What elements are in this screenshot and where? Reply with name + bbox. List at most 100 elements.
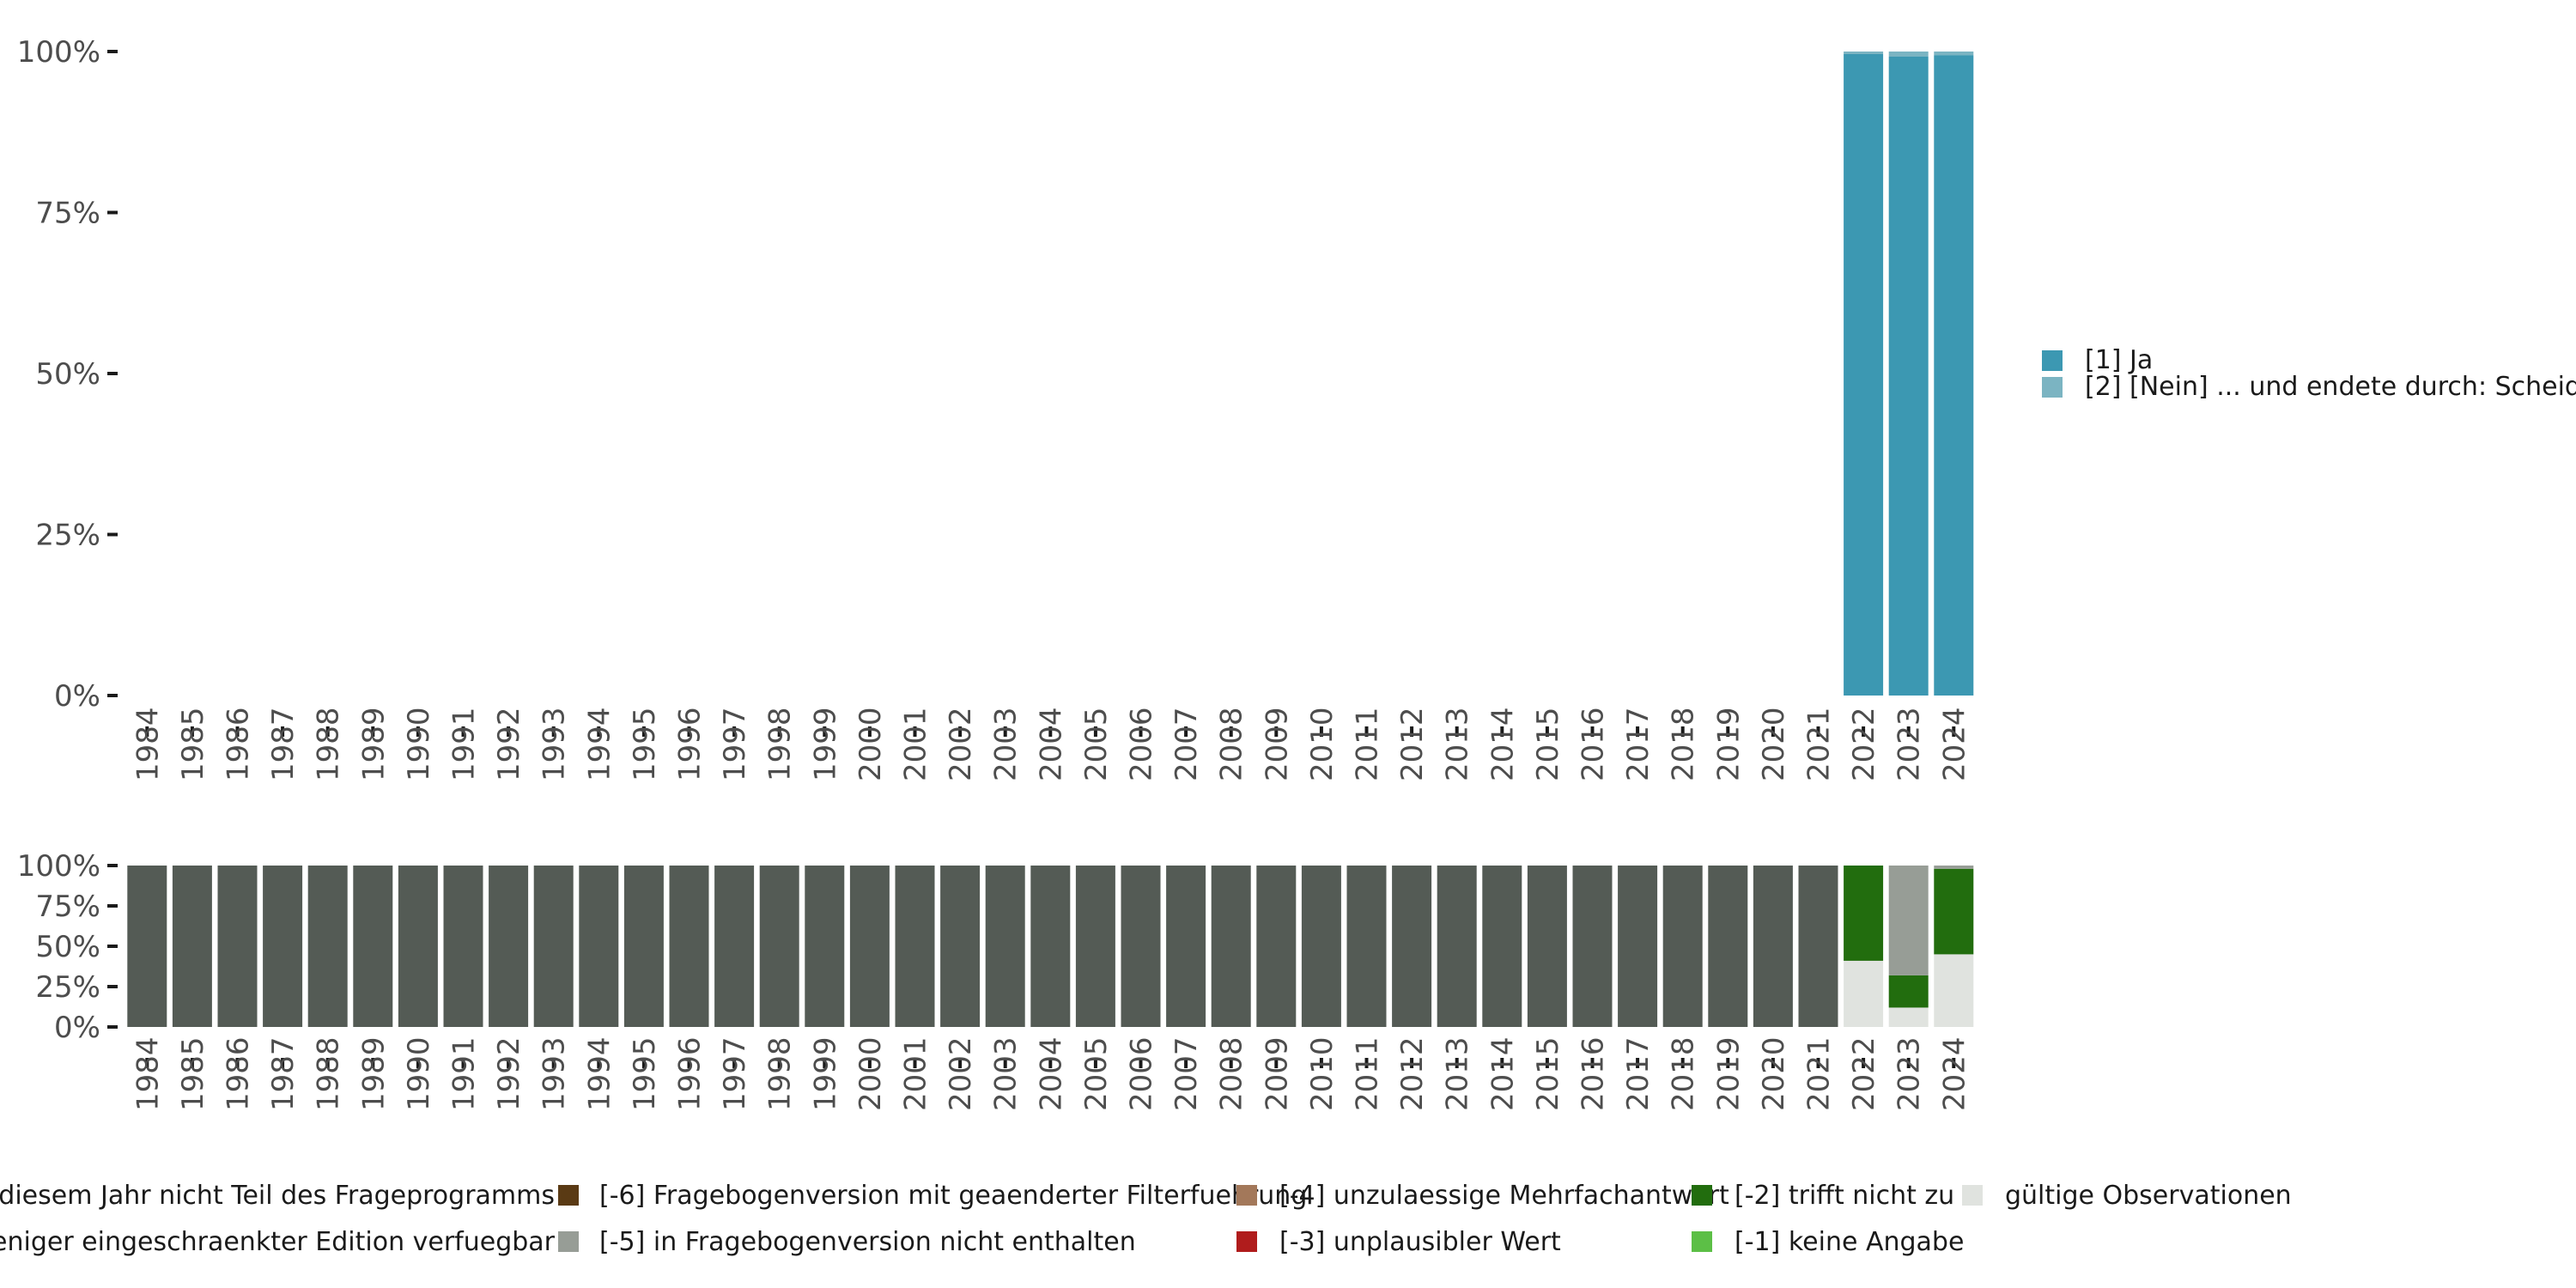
x-tick-label: 1986	[222, 1036, 256, 1111]
x-tick-label: 1994	[582, 707, 617, 781]
legend-label: gültige Observationen	[2005, 1181, 2292, 1211]
top-legend: [1] Ja[2] [Nein] ... und endete durch: S…	[2042, 345, 2576, 402]
legend-swatch	[1692, 1231, 1712, 1252]
x-tick-label: 2018	[1667, 707, 1701, 781]
x-tick-label: 1996	[673, 707, 708, 781]
x-tick-label: 2012	[1395, 707, 1430, 781]
bar-segment	[398, 866, 438, 1027]
bar-segment	[1618, 866, 1658, 1027]
bar-segment	[353, 866, 393, 1027]
x-tick-label: 2001	[899, 707, 933, 781]
x-tick-label: 2009	[1260, 1036, 1294, 1111]
x-tick-label: 2003	[989, 707, 1024, 781]
legend-label: [-2] trifft nicht zu	[1735, 1181, 1954, 1211]
legend-swatch	[2042, 350, 2063, 371]
x-tick-label: 1995	[628, 707, 662, 781]
bar-segment	[714, 866, 755, 1027]
bar-segment	[1662, 866, 1703, 1027]
x-tick-label: 1987	[266, 707, 301, 781]
x-tick-label: 1992	[492, 1036, 526, 1111]
x-tick-label: 2015	[1531, 1036, 1565, 1111]
legend-swatch	[1236, 1231, 1257, 1252]
x-tick-label: 2011	[1351, 707, 1385, 781]
x-tick-label: 2014	[1485, 1036, 1520, 1111]
bar-segment	[172, 866, 212, 1027]
x-tick-label: 2016	[1577, 707, 1611, 781]
x-tick-label: 2006	[1125, 1036, 1159, 1111]
x-tick-label: 2000	[854, 707, 888, 781]
x-tick-label: 2013	[1441, 707, 1475, 781]
x-tick-label: 2017	[1621, 1036, 1656, 1111]
x-tick-label: 2020	[1757, 707, 1791, 781]
y-tick-label: 25%	[35, 970, 100, 1005]
bar-segment	[579, 866, 619, 1027]
x-tick-label: 2008	[1215, 1036, 1249, 1111]
bar-segment	[1392, 866, 1432, 1027]
x-tick-label: 2017	[1621, 707, 1656, 781]
bar-segment	[849, 866, 890, 1027]
bar-segment	[1934, 866, 1974, 869]
x-tick-label: 2010	[1305, 707, 1340, 781]
bar-segment	[1075, 866, 1115, 1027]
x-tick-label: 1987	[266, 1036, 301, 1111]
y-tick-label: 50%	[35, 357, 100, 392]
legend-swatch	[558, 1231, 579, 1252]
bar-segment	[1166, 866, 1206, 1027]
x-tick-label: 2022	[1847, 1036, 1881, 1111]
legend-label: [-1] keine Angabe	[1735, 1227, 1964, 1257]
x-tick-label: 2009	[1260, 707, 1294, 781]
bar-segment	[1934, 954, 1974, 1027]
x-tick-label: 2004	[1034, 1036, 1068, 1111]
bar-segment	[1346, 866, 1387, 1027]
x-tick-label: 2013	[1441, 1036, 1475, 1111]
x-tick-label: 2004	[1034, 707, 1068, 781]
y-tick-label: 25%	[35, 519, 100, 553]
bar-segment	[1888, 52, 1929, 57]
bar-segment	[1844, 52, 1884, 54]
x-tick-label: 1995	[628, 1036, 662, 1111]
bar-segment	[895, 866, 935, 1027]
bar-segment	[217, 866, 258, 1027]
bar-segment	[1844, 54, 1884, 696]
bar-segment	[1030, 866, 1071, 1027]
x-tick-label: 1998	[763, 1036, 798, 1111]
x-tick-label: 2018	[1667, 1036, 1701, 1111]
x-tick-label: 2014	[1485, 707, 1520, 781]
x-tick-label: 2006	[1125, 707, 1159, 781]
x-tick-label: 2016	[1577, 1036, 1611, 1111]
legend-swatch	[1236, 1185, 1257, 1206]
legend-swatch	[1692, 1185, 1712, 1206]
legend-label: [-8] Frage in diesem Jahr nicht Teil des…	[0, 1181, 555, 1211]
top-chart: 0% 25% 50% 75% 100% 1984 1985 1986 1987 1988 1989 1…	[17, 35, 1974, 781]
x-tick-label: 2015	[1531, 707, 1565, 781]
x-tick-label: 2007	[1170, 1036, 1204, 1111]
bar-segment	[443, 866, 483, 1027]
legend-label: [-3] unplausibler Wert	[1279, 1227, 1561, 1257]
x-tick-label: 2024	[1937, 707, 1971, 781]
y-tick-label: 75%	[35, 197, 100, 231]
x-tick-label: 1984	[131, 1036, 165, 1111]
x-tick-label: 2003	[989, 1036, 1024, 1111]
x-tick-label: 1985	[176, 707, 210, 781]
x-tick-label: 1990	[402, 1036, 436, 1111]
x-tick-label: 2023	[1893, 1036, 1927, 1111]
bar-segment	[533, 866, 574, 1027]
legend-swatch	[558, 1185, 579, 1206]
bar-segment	[127, 866, 167, 1027]
x-tick-label: 1986	[222, 707, 256, 781]
y-tick-label: 75%	[35, 890, 100, 924]
x-tick-label: 1988	[312, 1036, 346, 1111]
bar-segment	[263, 866, 303, 1027]
x-tick-label: 2011	[1351, 1036, 1385, 1111]
bar-segment	[1753, 866, 1793, 1027]
x-tick-label: 1999	[808, 1036, 842, 1111]
y-tick-label: 0%	[54, 679, 100, 714]
x-tick-label: 1990	[402, 707, 436, 781]
bar-segment	[1708, 866, 1748, 1027]
bar-segment	[1844, 866, 1884, 961]
x-tick-label: 2020	[1757, 1036, 1791, 1111]
x-tick-label: 2007	[1170, 707, 1204, 781]
bar-segment	[940, 866, 981, 1027]
x-tick-label: 1993	[538, 707, 572, 781]
